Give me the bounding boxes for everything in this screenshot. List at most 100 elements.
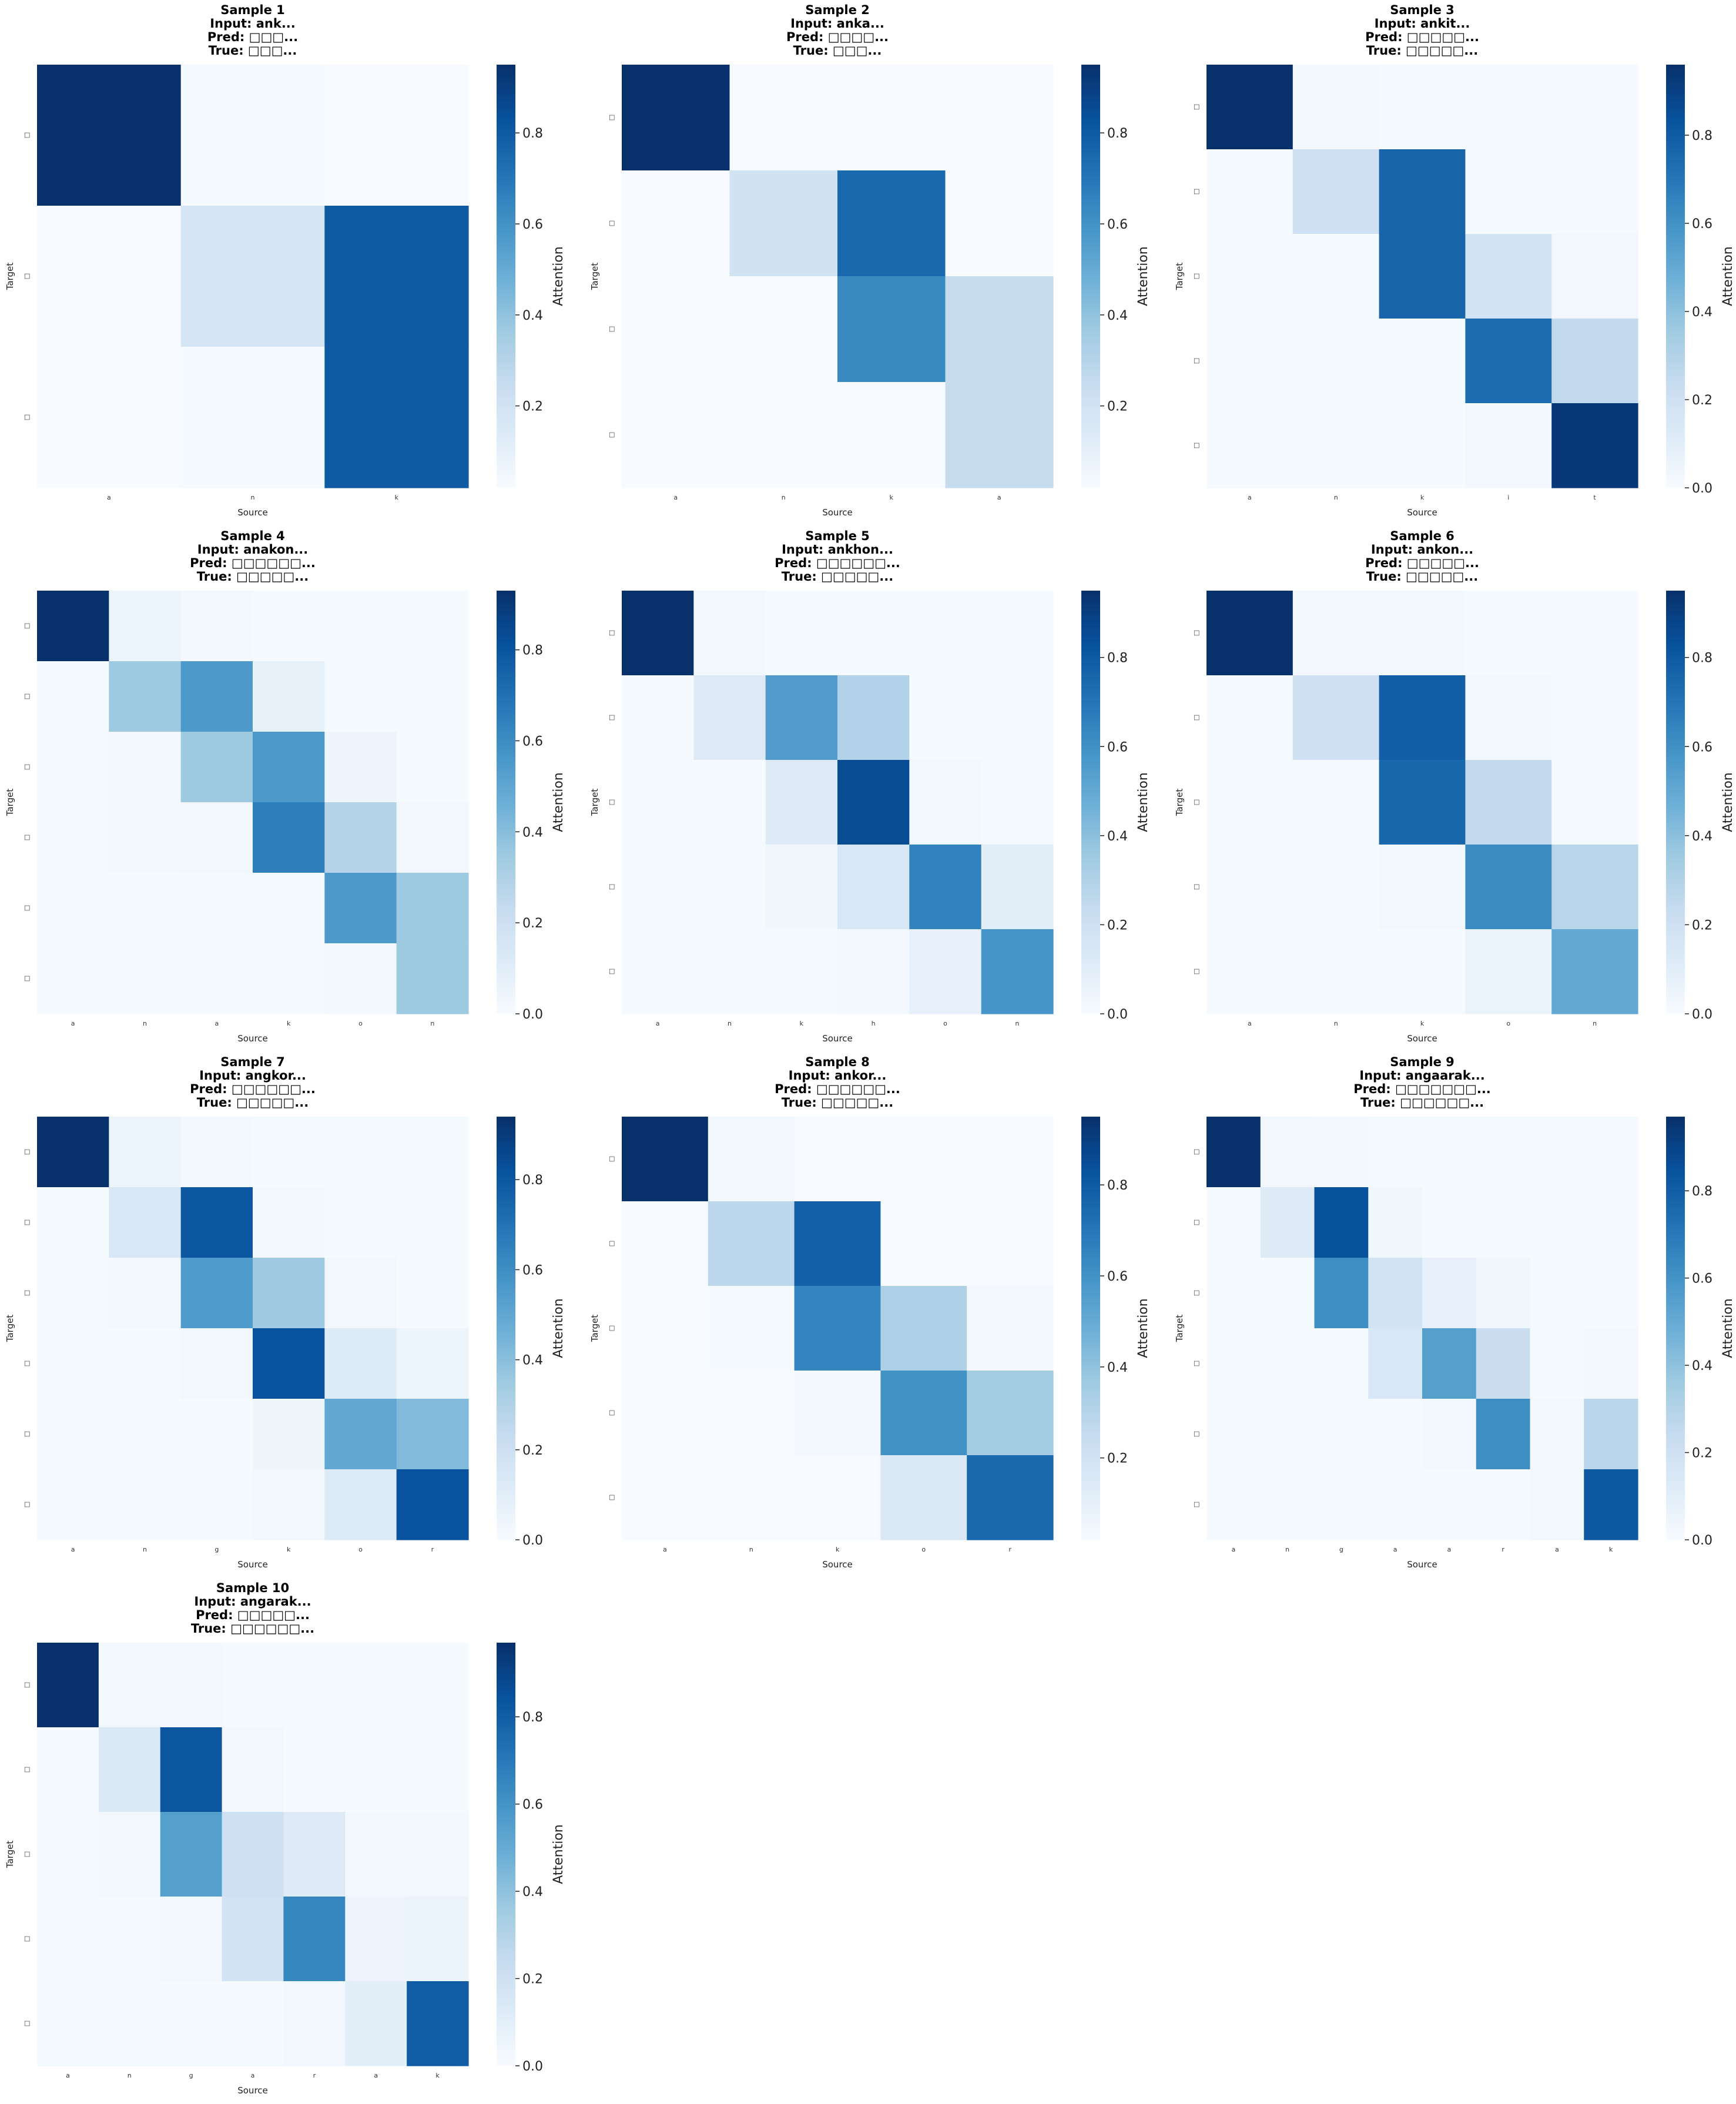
heatmap-cell: [1292, 675, 1380, 760]
x-axis-label: Source: [1407, 507, 1437, 518]
heatmap-cell: [1476, 1117, 1531, 1188]
colorbar: [1081, 1117, 1100, 1540]
heatmap-cell: [1551, 319, 1638, 404]
x-tick-label: k: [1420, 1020, 1425, 1027]
heatmap-cell: [345, 1643, 407, 1728]
heatmap-cell: [967, 1286, 1054, 1371]
heatmap-cell: [622, 675, 694, 760]
heatmap-cell: [1422, 1399, 1477, 1470]
colorbar-tick-label: 0.8: [1692, 651, 1712, 666]
heatmap-cell: [1465, 760, 1552, 845]
heatmap-cell: [37, 661, 109, 732]
colorbar-tick-label: 0.2: [522, 400, 543, 414]
heatmap-cell: [1207, 1328, 1261, 1399]
heatmap-panel-sample-3: Sample 3 Input: ankit... Pred: □□□□□... Tru…: [1169, 0, 1735, 518]
heatmap-cell: [794, 1371, 881, 1456]
x-tick-label: g: [189, 2072, 193, 2079]
heatmap-cell: [1422, 1469, 1477, 1540]
colorbar-tick-label: 0.6: [1107, 1269, 1128, 1284]
heatmap-cell: [794, 1455, 881, 1540]
x-tick-label: n: [1015, 1020, 1019, 1027]
x-tick-label: a: [374, 2072, 378, 2079]
heatmap-cell: [622, 382, 730, 488]
heatmap-cell: [1368, 1258, 1423, 1329]
colorbar-tick-label: 0.4: [1692, 305, 1712, 320]
heatmap-cell: [396, 1117, 469, 1188]
y-axis-label: Target: [5, 263, 15, 291]
x-tick-label: k: [890, 494, 894, 501]
colorbar-tick-label: 0.6: [1692, 217, 1712, 232]
heatmap-cell: [708, 1286, 795, 1371]
title-line-4: True: □□□□□...: [197, 569, 309, 584]
heatmap-cell: [222, 1727, 284, 1812]
heatmap-cell: [729, 170, 838, 277]
heatmap-cell: [1465, 675, 1552, 760]
heatmap-cell: [37, 1258, 109, 1329]
y-tick-label: □: [1192, 715, 1200, 721]
x-tick-label: o: [943, 1020, 947, 1027]
x-tick-label: a: [1447, 1546, 1452, 1553]
y-tick-labels: □ □ □ □ □ □: [23, 1149, 31, 1507]
heatmap-cell: [967, 1371, 1054, 1456]
x-tick-label: n: [1334, 1020, 1338, 1027]
heatmap-cell: [1379, 149, 1466, 234]
y-tick-label: □: [23, 1219, 31, 1225]
y-tick-labels: □ □ □ □: [608, 115, 615, 438]
title-line-2: Input: anakon...: [197, 542, 309, 557]
colorbar-tick-label: 0.4: [522, 1885, 543, 1899]
x-axis-label: Source: [1407, 1033, 1437, 1044]
y-tick-label: □: [23, 132, 31, 138]
heatmap-cell: [622, 591, 694, 676]
title-line-2: Input: ankon...: [1371, 542, 1473, 557]
colorbar-label: Attention: [551, 1298, 566, 1358]
heatmap-cell: [1368, 1469, 1423, 1540]
heatmap-cell: [1530, 1117, 1584, 1188]
y-tick-label: □: [23, 1936, 31, 1942]
heatmap-cell: [1292, 234, 1380, 319]
x-tick-label: n: [1285, 1546, 1289, 1553]
heatmap-cell: [37, 1328, 109, 1399]
heatmap-cell: [981, 845, 1054, 930]
y-tick-label: □: [23, 1361, 31, 1366]
heatmap-cell: [109, 591, 182, 662]
x-tick-label: o: [921, 1546, 926, 1553]
heatmap-cell: [180, 1469, 253, 1540]
heatmap-cell: [1314, 1469, 1369, 1540]
heatmap-cell: [222, 1897, 284, 1982]
heatmap-cell: [967, 1117, 1054, 1202]
heatmap-cell: [222, 1981, 284, 2066]
y-tick-label: □: [23, 1682, 31, 1688]
y-axis-label: Target: [589, 1315, 600, 1343]
heatmap-cells: [1207, 591, 1638, 1014]
heatmap-cell: [324, 1117, 397, 1188]
heatmap-cell: [693, 929, 766, 1014]
y-tick-labels: □ □ □ □ □: [608, 630, 615, 974]
heatmap-cell: [98, 1897, 161, 1982]
x-tick-label: a: [107, 494, 111, 501]
heatmap-cell: [109, 1399, 182, 1470]
heatmap-cell: [1314, 1117, 1369, 1188]
heatmap-cell: [1584, 1187, 1638, 1258]
heatmap-cell: [1207, 675, 1293, 760]
colorbar-tick-label: 0.4: [1692, 829, 1712, 844]
heatmap-cell: [1260, 1117, 1315, 1188]
heatmap-panel-sample-6: Sample 6 Input: ankon... Pred: □□□□□... Tru…: [1169, 526, 1735, 1044]
heatmap-cell: [1260, 1187, 1315, 1258]
heatmap-cell: [1551, 760, 1638, 845]
colorbar-tick-label: 0.0: [522, 1007, 543, 1022]
colorbar-tick-label: 0.2: [1692, 1446, 1712, 1461]
title-line-4: True: □□□□□□...: [191, 1621, 314, 1636]
heatmap-cell: [1207, 1117, 1261, 1188]
heatmap-cell: [324, 591, 397, 662]
heatmap-cell: [37, 1187, 109, 1258]
heatmap-cell: [180, 1258, 253, 1329]
colorbar-ticks: 0.2 0.4 0.6 0.8: [515, 126, 543, 414]
heatmap-cell: [160, 1727, 223, 1812]
